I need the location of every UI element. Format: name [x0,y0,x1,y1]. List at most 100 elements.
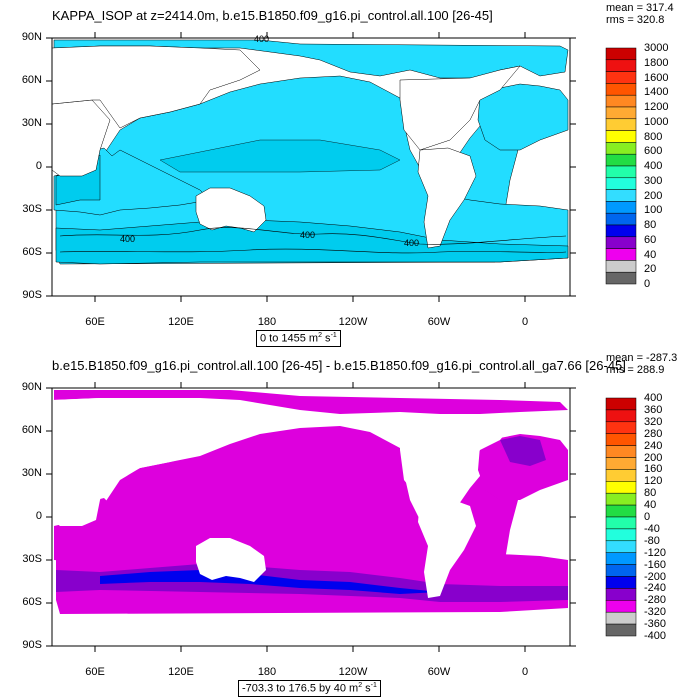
colorbar-label: -120 [644,546,667,559]
top-xtick: 180 [257,316,277,328]
bottom-land-southamerica [418,498,476,598]
colorbar-label: 80 [644,219,657,231]
top-contour-line-1 [59,227,567,245]
top-contour-line-2 [59,248,567,254]
colorbar-label: 80 [644,487,657,500]
top-mean-stat: mean = 317.4 [606,2,674,14]
top-xtick: 0 [521,316,529,328]
colorbar-label: 1200 [644,101,669,113]
top-contour-label-4: 400 [404,238,420,248]
top-contour-label-3: 400 [300,230,316,240]
colorbar-label: 60 [644,233,657,246]
colorbar-label: -200 [644,570,667,583]
colorbar-label: 0 [644,278,651,290]
colorbar-swatch [605,83,637,96]
colorbar-swatch [605,481,637,494]
colorbar-swatch [605,611,637,625]
colorbar-swatch [605,528,637,542]
colorbar-swatch [605,409,637,423]
bottom-ytick: 30N [21,467,42,479]
bottom-chart-title: b.e15.B1850.f09_g16.pi_control.all.100 [… [52,358,626,373]
top-pacific-equator [159,139,401,173]
colorbar-label: 800 [644,130,663,143]
colorbar-label: 160 [644,463,663,476]
colorbar-label: 280 [644,427,663,440]
bottom-xtick: 120E [168,666,194,678]
bottom-ocean-atlantic-north [478,434,568,500]
colorbar-swatch [605,153,637,167]
bottom-x-ticks [94,382,526,652]
top-rms-stat: rms = 320.8 [606,14,665,26]
bottom-xtick: 60W [427,666,451,678]
top-x-ticks [94,32,526,302]
top-ytick: 60N [21,74,42,86]
colorbar-label: 100 [644,204,663,217]
colorbar-swatch [605,260,637,273]
colorbar-label: 1000 [644,115,669,128]
bottom-ytick: 90N [21,381,42,393]
bottom-land-africa [52,450,110,526]
bottom-ocean-arctic [54,390,568,414]
colorbar-label: -400 [644,630,667,642]
colorbar-swatch [605,59,637,72]
top-ytick: 60S [22,246,42,258]
colorbar-label: 300 [644,174,663,187]
top-contour-label-1: 400 [254,34,270,44]
top-land-southamerica [417,147,477,249]
colorbar-label: -240 [644,582,667,595]
bottom-purple-north-atlantic [500,436,546,466]
colorbar-swatch [605,576,637,589]
bottom-xtick: 180 [257,666,277,678]
colorbar-swatch [605,397,637,411]
colorbar-swatch [605,71,637,84]
colorbar-swatch [605,189,637,202]
bottom-colorbar [605,397,637,637]
colorbar-label: 400 [644,160,663,172]
colorbar-swatch [605,212,637,226]
bottom-ytick: 0 [35,510,42,522]
top-range-label: 0 to 1455 m2 s-1 [256,330,341,347]
colorbar-swatch [605,106,637,120]
colorbar-swatch [605,552,637,565]
colorbar-swatch [605,623,637,637]
colorbar-label: 120 [644,475,663,488]
colorbar-swatch [605,564,637,577]
colorbar-swatch [605,445,637,458]
colorbar-swatch [605,421,637,434]
colorbar-swatch [605,600,637,613]
colorbar-label: -280 [644,594,667,607]
colorbar-swatch [605,130,637,143]
colorbar-swatch [605,516,637,530]
colorbar-swatch [605,588,637,601]
top-y-ticks [46,37,576,297]
colorbar-label: 0 [644,511,651,523]
bottom-map [51,387,571,647]
colorbar-label: 1400 [644,86,669,99]
bottom-mean-stat: mean = -287.3 [606,352,678,364]
colorbar-swatch [605,469,637,482]
colorbar-label: 200 [644,189,663,202]
colorbar-swatch [605,492,637,506]
top-ytick: 30N [21,117,42,129]
colorbar-swatch [605,504,637,518]
colorbar-label: 200 [644,451,663,464]
top-ytick: 30S [22,203,42,215]
colorbar-swatch [605,433,637,446]
bottom-blue-band [100,570,440,594]
top-xtick: 60W [427,316,451,328]
top-land-africa [51,99,111,177]
colorbar-label: -160 [644,558,667,571]
bottom-ytick: 60N [21,424,42,436]
top-contour-label-2: 400 [120,234,136,244]
bottom-xtick: 0 [521,666,529,678]
colorbar-label: 1600 [644,71,669,84]
top-ytick: 0 [35,160,42,172]
colorbar-label: 40 [644,248,657,261]
top-xtick: 120E [168,316,194,328]
colorbar-label: 240 [644,439,663,452]
top-land-eurasia [51,45,261,129]
colorbar-swatch [605,224,637,238]
colorbar-label: 400 [644,392,663,404]
top-ytick: 90S [22,289,42,301]
